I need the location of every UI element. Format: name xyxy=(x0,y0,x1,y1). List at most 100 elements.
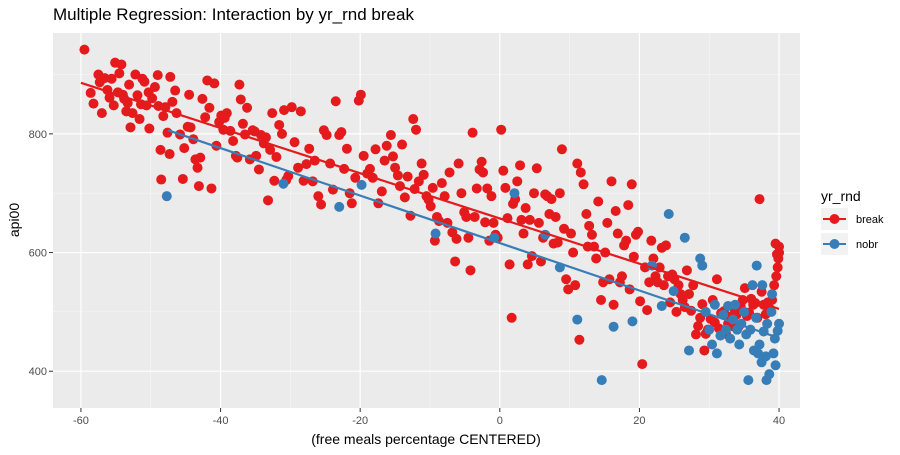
x-tick-label: 40 xyxy=(773,415,785,427)
point-nobr xyxy=(278,178,289,189)
point-break xyxy=(235,94,246,105)
point-nobr xyxy=(709,299,720,310)
point-break xyxy=(575,167,586,178)
point-break xyxy=(693,321,704,332)
point-break xyxy=(209,78,220,89)
point-break xyxy=(164,149,175,160)
point-break xyxy=(350,172,361,183)
point-break xyxy=(341,143,352,154)
point-break xyxy=(355,89,366,100)
legend-label-nobr: nobr xyxy=(856,239,878,251)
point-break xyxy=(480,217,491,228)
point-break xyxy=(418,169,429,180)
point-break xyxy=(336,127,347,138)
point-break xyxy=(610,206,621,217)
point-break xyxy=(234,79,245,90)
point-break xyxy=(518,228,529,239)
point-break xyxy=(116,59,127,70)
point-break xyxy=(330,96,341,107)
point-break xyxy=(392,170,403,181)
point-break xyxy=(633,226,644,237)
point-break xyxy=(397,139,408,150)
point-break xyxy=(152,70,163,81)
point-nobr xyxy=(766,306,777,317)
point-break xyxy=(156,174,167,185)
y-tick-label: 800 xyxy=(29,129,47,141)
point-break xyxy=(286,102,297,113)
point-nobr xyxy=(627,316,638,327)
point-break xyxy=(242,102,253,113)
point-nobr xyxy=(608,321,619,332)
point-break xyxy=(642,305,653,316)
point-break xyxy=(276,128,287,139)
point-break xyxy=(681,265,692,276)
point-break xyxy=(561,274,572,285)
y-axis-title: api00 xyxy=(6,203,22,237)
point-break xyxy=(253,164,264,175)
point-break xyxy=(482,183,493,194)
point-break xyxy=(436,178,447,189)
point-break xyxy=(139,76,150,87)
point-break xyxy=(387,151,398,162)
point-break xyxy=(358,150,369,161)
point-break xyxy=(506,312,517,323)
point-break xyxy=(85,87,96,98)
point-break xyxy=(586,229,597,240)
point-nobr xyxy=(734,339,745,350)
point-nobr xyxy=(762,318,773,329)
legend-label-break: break xyxy=(856,214,884,226)
point-break xyxy=(584,220,595,231)
x-tick-label: -40 xyxy=(213,415,229,427)
point-break xyxy=(644,277,655,288)
point-nobr xyxy=(751,260,762,271)
point-break xyxy=(520,203,531,214)
point-break xyxy=(289,137,300,148)
point-nobr xyxy=(679,232,690,243)
point-break xyxy=(416,158,427,169)
point-break xyxy=(114,68,125,79)
point-break xyxy=(167,96,178,107)
point-break xyxy=(79,44,90,55)
point-break xyxy=(364,163,375,174)
point-break xyxy=(486,191,497,202)
plot-panel xyxy=(53,33,800,408)
point-break xyxy=(193,181,204,192)
point-nobr xyxy=(596,375,607,386)
fit-lines xyxy=(80,81,780,340)
point-break xyxy=(646,235,657,246)
major-grid xyxy=(53,33,800,408)
point-break xyxy=(574,334,585,345)
point-nobr xyxy=(747,280,758,291)
point-break xyxy=(444,167,455,178)
point-break xyxy=(122,98,133,109)
point-break xyxy=(106,73,117,84)
point-break xyxy=(185,122,196,133)
point-break xyxy=(658,280,669,291)
legend-key-nobr-dot xyxy=(829,239,840,249)
point-nobr xyxy=(754,339,765,350)
point-break xyxy=(177,173,188,184)
point-break xyxy=(608,299,619,310)
point-break xyxy=(471,183,482,194)
point-nobr xyxy=(707,339,718,350)
point-nobr xyxy=(730,299,741,310)
point-nobr xyxy=(161,191,172,202)
point-break xyxy=(770,238,781,249)
point-break xyxy=(612,228,623,239)
point-break xyxy=(500,182,511,193)
point-break xyxy=(265,144,276,155)
legend-key-break-dot xyxy=(829,214,840,224)
point-break xyxy=(376,186,387,197)
point-break xyxy=(578,179,589,190)
point-nobr xyxy=(720,324,731,335)
point-nobr xyxy=(711,348,722,359)
point-nobr xyxy=(656,300,667,311)
point-break xyxy=(427,182,438,193)
point-break xyxy=(591,253,602,264)
point-break xyxy=(596,295,607,306)
point-break xyxy=(572,158,583,169)
x-tick-label: 0 xyxy=(497,415,503,427)
point-break xyxy=(772,262,783,273)
point-nobr xyxy=(683,345,694,356)
point-nobr xyxy=(770,360,781,371)
